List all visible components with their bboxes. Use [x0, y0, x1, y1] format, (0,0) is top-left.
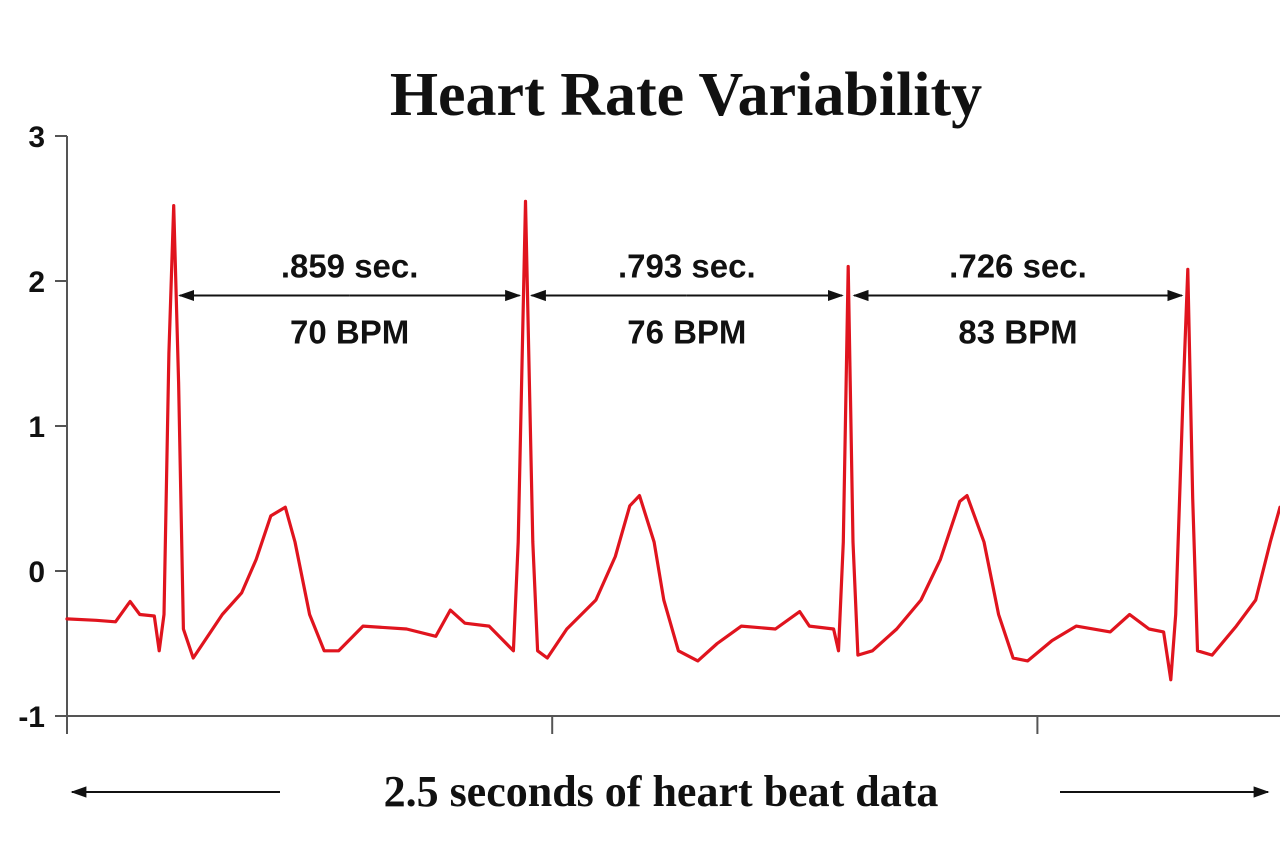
interval-bpm-label: 83 BPM: [958, 314, 1077, 351]
x-axis-label: 2.5 seconds of heart beat data: [384, 767, 939, 816]
axes: [66, 136, 1280, 734]
ecg-trace-layer: [65, 199, 1280, 682]
interval-bpm-label: 70 BPM: [290, 314, 409, 351]
ecg-trace-line: [65, 199, 1280, 682]
interval-bpm-label: 76 BPM: [627, 314, 746, 351]
y-axis-ticks: -1 0 1 2 3: [18, 121, 67, 734]
y-tick-label: 3: [28, 121, 45, 154]
interval-seconds-label: .726 sec.: [949, 248, 1087, 285]
y-tick-label: -1: [18, 701, 45, 734]
y-tick-label: 2: [28, 266, 45, 299]
y-tick-label: 1: [28, 411, 45, 444]
x-axis-ticks: [551, 716, 1039, 734]
interval-seconds-label: .793 sec.: [618, 248, 756, 285]
chart-title: Heart Rate Variability: [390, 61, 982, 129]
y-tick-label: 0: [28, 556, 45, 589]
interval-annotations: .859 sec. 70 BPM .793 sec. 76 BPM .726 sec. 8…: [178, 248, 1184, 351]
interval-seconds-label: .859 sec.: [281, 248, 419, 285]
